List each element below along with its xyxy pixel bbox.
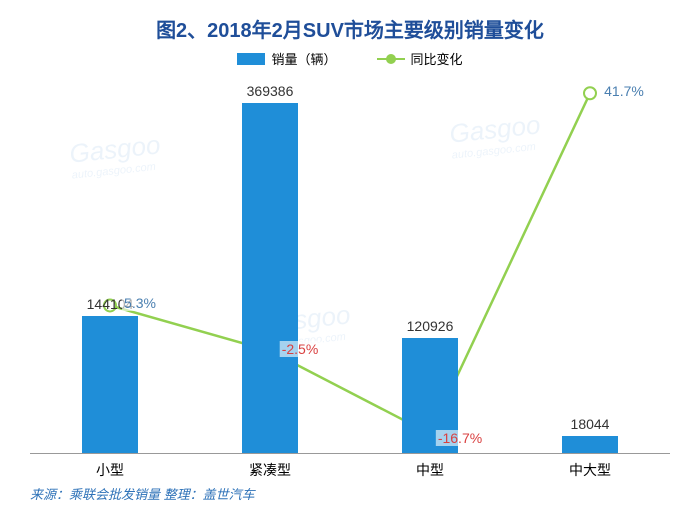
pct-label: 41.7% xyxy=(602,83,646,99)
watermark: Gasgooauto.gasgoo.com xyxy=(68,129,163,181)
bar xyxy=(562,436,618,453)
plot-area: Gasgooauto.gasgoo.com Gasgooauto.gasgoo.… xyxy=(30,74,670,454)
legend-bar: 销量（辆） xyxy=(237,49,336,68)
pct-label: -16.7% xyxy=(436,430,484,446)
bar-value-label: 120926 xyxy=(407,318,454,334)
legend-bar-label: 销量（辆） xyxy=(271,49,336,68)
bar-value-label: 18044 xyxy=(571,416,610,432)
pct-label: -2.5% xyxy=(280,341,321,357)
watermark: Gasgooauto.gasgoo.com xyxy=(448,109,543,161)
bar-value-label: 369386 xyxy=(247,83,294,99)
category-label: 中大型 xyxy=(569,460,611,480)
legend-line: 同比变化 xyxy=(377,49,463,68)
category-label: 小型 xyxy=(96,460,124,480)
legend-line-swatch xyxy=(377,58,405,60)
pct-label: 5.3% xyxy=(122,295,158,311)
legend: 销量（辆） 同比变化 xyxy=(0,49,700,68)
legend-bar-swatch xyxy=(237,53,265,65)
category-label: 中型 xyxy=(416,460,444,480)
bar xyxy=(242,103,298,453)
category-label: 紧凑型 xyxy=(249,460,291,480)
chart-title: 图2、2018年2月SUV市场主要级别销量变化 xyxy=(0,0,700,49)
chart-container: 图2、2018年2月SUV市场主要级别销量变化 销量（辆） 同比变化 Gasgo… xyxy=(0,0,700,520)
legend-line-label: 同比变化 xyxy=(411,49,463,68)
bar xyxy=(82,316,138,453)
